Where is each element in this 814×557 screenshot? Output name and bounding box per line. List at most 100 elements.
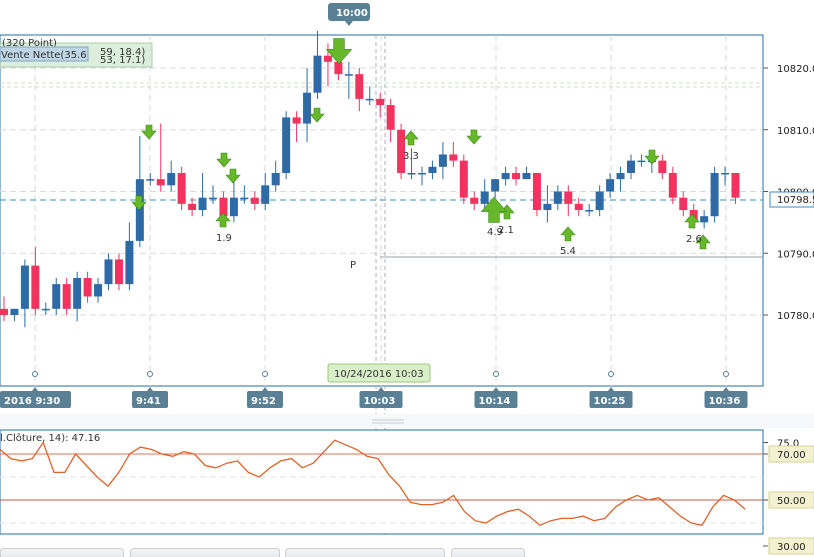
candle-body bbox=[710, 172, 719, 217]
candle-body bbox=[449, 154, 458, 161]
buy-signal-arrow bbox=[499, 204, 515, 220]
position-label: Vente Nette(35.6 bbox=[1, 50, 87, 61]
candle-body bbox=[41, 308, 50, 311]
time-badge bbox=[359, 391, 403, 408]
price-tick-label: 10810.0 bbox=[777, 126, 814, 137]
sell-signal-arrow bbox=[216, 152, 232, 168]
bottom-time-badge: 10/24/2016 10:03 bbox=[327, 363, 431, 383]
candlestick-series bbox=[0, 30, 740, 328]
time-badge bbox=[589, 391, 633, 408]
top-time-label: 10:00 bbox=[336, 8, 368, 19]
candle-body bbox=[512, 172, 521, 180]
indicator-label: l.Clôture, 14): 47.16 bbox=[0, 432, 100, 444]
bottom-tab-2[interactable] bbox=[130, 548, 280, 557]
candle-body bbox=[543, 203, 552, 211]
candle-body bbox=[334, 61, 343, 75]
time-badge bbox=[704, 391, 748, 408]
candle-body bbox=[323, 55, 332, 62]
candle-body bbox=[386, 105, 395, 130]
time-label: 9:41 bbox=[136, 396, 161, 407]
candle-body bbox=[114, 259, 123, 285]
candle-body bbox=[20, 265, 29, 309]
signal-value-label: 3.3 bbox=[403, 151, 419, 162]
time-badge-pointer bbox=[723, 387, 729, 391]
time-badge-pointer bbox=[378, 387, 384, 391]
candle-body bbox=[679, 197, 688, 211]
panel-splitter[interactable] bbox=[0, 414, 814, 428]
indicator-tick-label: 75.0 bbox=[777, 439, 799, 450]
time-badge-pointer bbox=[147, 387, 153, 391]
bottom-tab-4[interactable] bbox=[451, 548, 525, 557]
candle-body bbox=[83, 277, 92, 297]
time-label: 10:03 bbox=[364, 396, 396, 407]
current-price-label: 10798.5 bbox=[777, 195, 814, 206]
indicator-plot-area[interactable] bbox=[0, 429, 764, 535]
sell-signal-arrow bbox=[309, 107, 325, 123]
candle-body bbox=[616, 172, 625, 180]
price-tick-label: 10790.0 bbox=[777, 249, 814, 260]
buy-signal-arrow bbox=[684, 213, 700, 229]
candle-body bbox=[31, 265, 40, 309]
indicator-level-badge bbox=[768, 491, 814, 509]
pivot-label: P bbox=[350, 260, 356, 271]
time-tick-marker bbox=[723, 371, 729, 377]
candle-body bbox=[271, 172, 280, 186]
time-tick-marker bbox=[608, 371, 614, 377]
candle-body bbox=[104, 259, 113, 285]
candle-body bbox=[700, 216, 709, 223]
buy-signal-arrow bbox=[695, 234, 711, 250]
candle-body bbox=[418, 172, 426, 175]
candle-body bbox=[428, 166, 437, 173]
candle-body bbox=[553, 191, 562, 204]
indicator-tick-label: 50.00 bbox=[777, 496, 806, 507]
candle-body bbox=[177, 172, 186, 204]
candle-body bbox=[198, 197, 207, 211]
candle-body bbox=[313, 55, 322, 93]
bottom-tab-1[interactable] bbox=[0, 548, 124, 557]
candle-body bbox=[637, 160, 646, 163]
tooltip-text-b: 59, 18.4) bbox=[100, 47, 145, 58]
position-label-box bbox=[0, 46, 89, 62]
candle-body bbox=[282, 117, 291, 173]
candle-body bbox=[62, 284, 71, 309]
time-badge bbox=[247, 391, 283, 408]
sell-signal-arrow bbox=[644, 149, 660, 165]
indicator-tick-label: 30.00 bbox=[777, 542, 806, 553]
bottom-tab-3[interactable] bbox=[285, 548, 445, 557]
bottom-tab-strip bbox=[0, 548, 814, 557]
sell-signal-arrow bbox=[141, 124, 157, 140]
candle-body bbox=[355, 74, 364, 99]
candle-body bbox=[627, 160, 635, 173]
time-badge-pointer bbox=[262, 387, 268, 391]
candle-body bbox=[574, 203, 583, 211]
candle-body bbox=[73, 277, 82, 309]
candle-body bbox=[606, 179, 615, 192]
candle-body bbox=[532, 172, 541, 211]
time-tick-marker bbox=[147, 371, 153, 377]
sell-signal-arrow bbox=[466, 129, 482, 145]
indicator-axis[interactable]: 75.070.00 50.00 30.00 bbox=[763, 439, 814, 555]
candle-body bbox=[292, 117, 301, 124]
signal-value-label: 1.9 bbox=[216, 233, 232, 244]
time-badge bbox=[132, 391, 168, 408]
candle-body bbox=[156, 179, 165, 186]
time-label: 2016 9:30 bbox=[4, 396, 60, 407]
candle-body bbox=[397, 129, 406, 173]
time-badge bbox=[0, 391, 71, 408]
candle-body bbox=[10, 308, 19, 315]
signal-value-label: 5.4 bbox=[560, 246, 576, 257]
candle-body bbox=[564, 191, 573, 204]
time-badge bbox=[474, 391, 518, 408]
candle-body bbox=[480, 191, 489, 204]
time-axis[interactable]: 2016 9:30 9:41 9:52 10:03 10:14 10:25 10:36 bbox=[0, 371, 748, 409]
candle-body bbox=[167, 172, 176, 186]
price-tick-label: 10780.0 bbox=[777, 311, 814, 322]
large-buy-signal-arrow bbox=[480, 196, 508, 223]
buy-signal-arrow bbox=[560, 226, 576, 242]
time-label: 9:52 bbox=[251, 396, 276, 407]
candle-body bbox=[240, 197, 249, 200]
candle-body bbox=[668, 172, 677, 198]
candle-body bbox=[501, 172, 510, 180]
candle-body bbox=[522, 172, 531, 180]
